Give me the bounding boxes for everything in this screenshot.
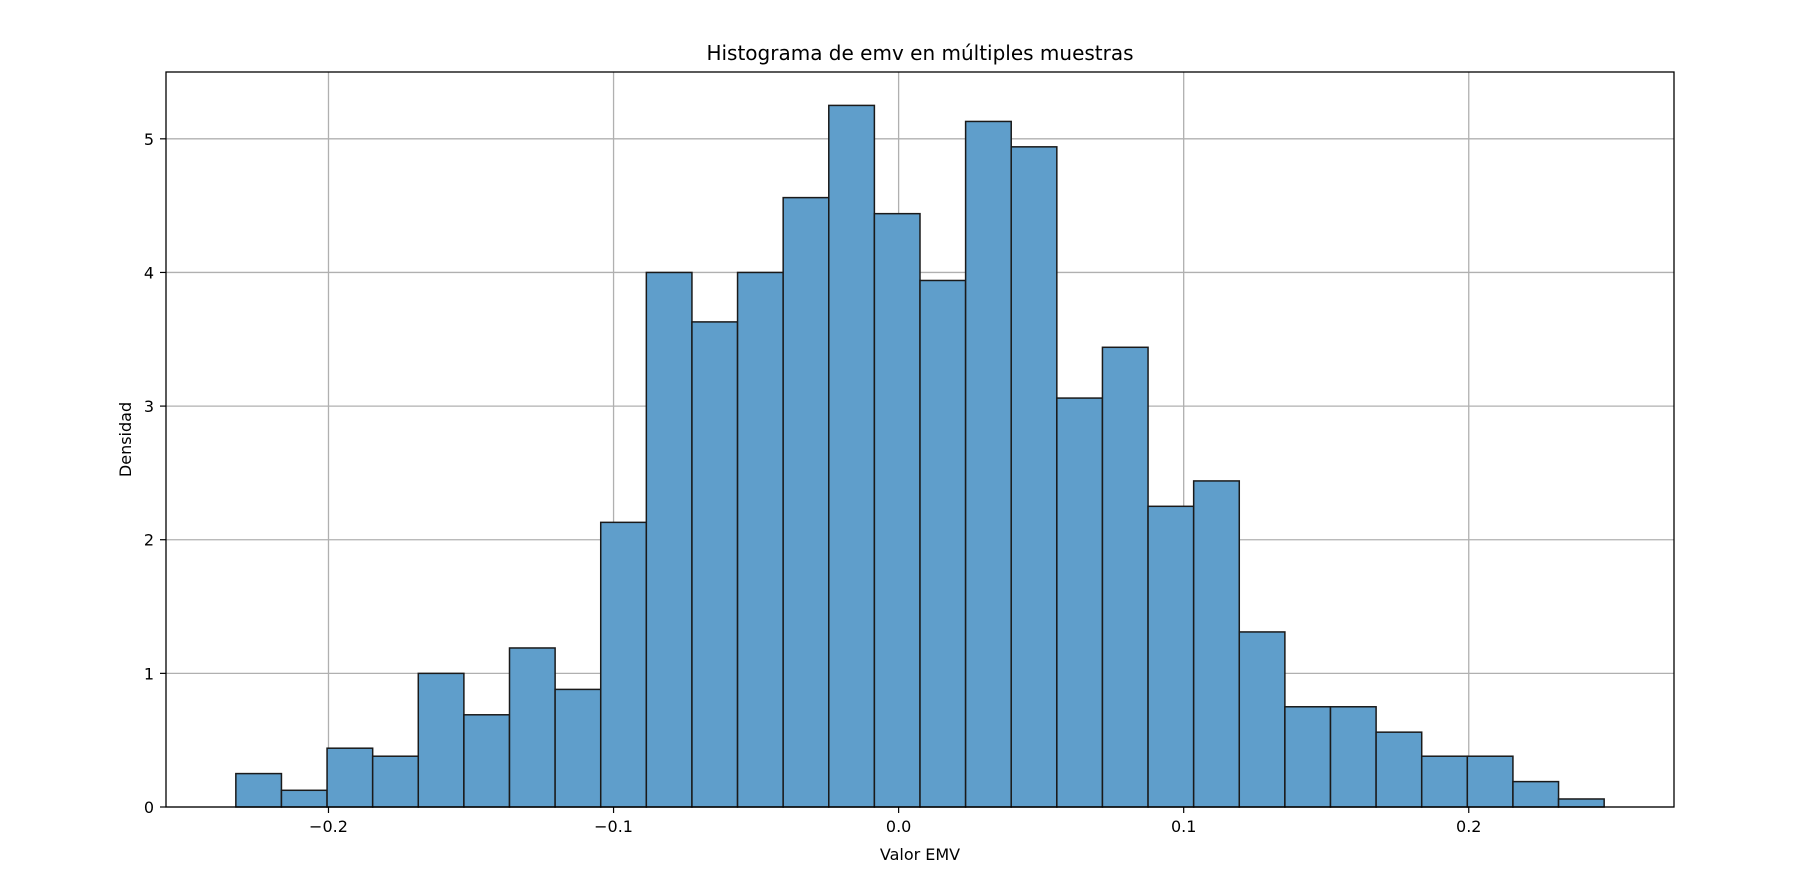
histogram-bar	[1101, 346, 1149, 808]
y-tick-label: 2	[144, 531, 154, 550]
histogram-bar	[1238, 631, 1286, 808]
histogram-bar	[235, 772, 283, 808]
x-axis-label: Valor EMV	[880, 845, 960, 864]
histogram-bar	[828, 104, 876, 808]
y-ticks: 0 1 2 3 4 5	[144, 130, 166, 817]
x-tick-label: −0.1	[594, 817, 633, 836]
x-tick-label: 0.2	[1456, 817, 1481, 836]
histogram-bar	[736, 271, 784, 808]
histogram-bar	[417, 672, 465, 808]
histogram-bar	[1375, 731, 1423, 808]
histogram-bar	[1192, 480, 1241, 808]
histogram-bar	[691, 321, 739, 808]
histogram-bar	[280, 789, 328, 808]
histogram-bar	[645, 271, 693, 808]
x-tick-label: −0.2	[309, 817, 348, 836]
x-ticks: −0.2 −0.1 0.0 0.1 0.2	[309, 807, 1481, 836]
y-tick-label: 5	[144, 130, 154, 149]
histogram-bar	[919, 279, 967, 808]
histogram-bar	[508, 647, 556, 808]
histogram-bar	[371, 755, 420, 808]
y-axis-label: Densidad	[116, 402, 135, 477]
histogram-bar	[1284, 706, 1332, 808]
histogram-bar	[599, 521, 648, 808]
bars-layer	[235, 104, 1605, 808]
histogram-bar	[554, 688, 602, 808]
histogram-bar	[782, 196, 830, 808]
histogram-bar	[1512, 780, 1560, 808]
x-tick-label: 0.0	[886, 817, 911, 836]
y-tick-label: 3	[144, 397, 154, 416]
x-tick-label: 0.1	[1171, 817, 1196, 836]
y-tick-label: 4	[144, 263, 154, 282]
histogram-bar	[1466, 755, 1514, 808]
histogram-bar	[326, 747, 374, 808]
y-tick-label: 0	[144, 798, 154, 817]
histogram-bar	[1420, 755, 1469, 808]
axes-frame	[165, 71, 1675, 808]
histogram-bar	[873, 212, 921, 808]
histogram-bar	[1010, 146, 1058, 808]
histogram-bar	[463, 714, 511, 808]
y-tick-label: 1	[144, 664, 154, 683]
histogram-bar	[1056, 397, 1104, 808]
chart-title: Histograma de emv en múltiples muestras	[706, 41, 1133, 65]
histogram-bar	[1557, 798, 1605, 808]
histogram-bar	[1147, 505, 1195, 808]
histogram-bar	[1329, 706, 1377, 808]
histogram-bar	[964, 120, 1012, 808]
